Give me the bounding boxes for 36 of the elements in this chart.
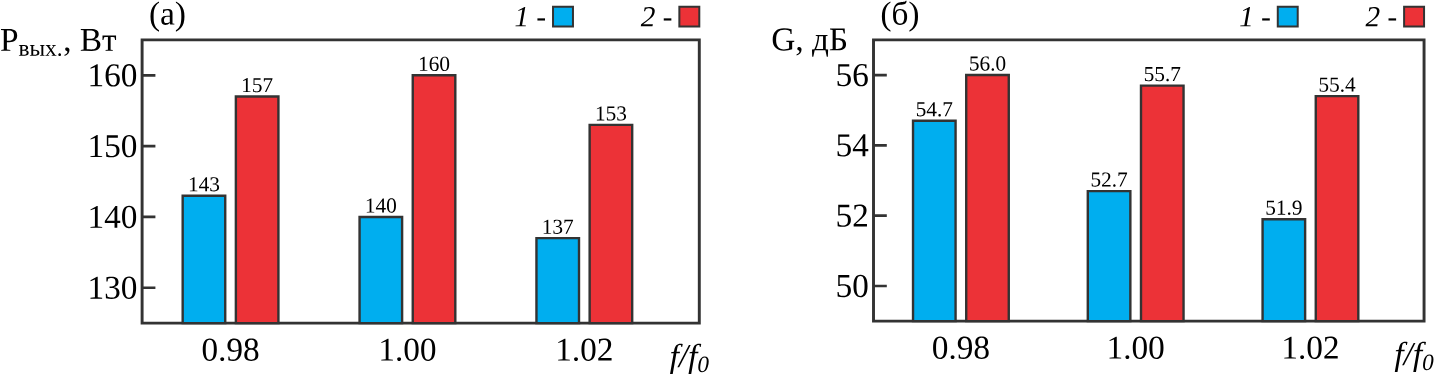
x-axis-title: f/f$_{0}$ <box>670 343 709 375</box>
legend-label: 1 - <box>1240 7 1270 27</box>
y-tick-label: 50 <box>837 274 868 298</box>
x-axis-title: f/f$_{0}$ <box>1394 341 1434 373</box>
data-label: 55.4 <box>1319 77 1356 92</box>
y-tick-label: 56 <box>837 63 868 87</box>
data-label: 157 <box>243 78 273 93</box>
data-label: 52.7 <box>1091 172 1128 187</box>
y-tick-label: 54 <box>837 134 869 157</box>
x-tick-label: 0.98 <box>202 338 259 362</box>
data-label: 153 <box>596 106 627 121</box>
data-label: 51.9 <box>1266 200 1302 215</box>
data-label: 54.7 <box>916 102 953 117</box>
legend-label: 2 - <box>1365 6 1397 27</box>
data-label: 137 <box>543 219 574 234</box>
x-tick-label: 1.00 <box>1109 336 1164 360</box>
legend-label: 1 - <box>515 7 546 27</box>
data-label: 55.7 <box>1144 67 1181 82</box>
legend-label: 2 - <box>640 6 672 27</box>
y-tick-label: 130 <box>90 276 137 299</box>
data-label: 143 <box>189 177 220 192</box>
data-label: 160 <box>419 56 450 72</box>
y-tick-label: 160 <box>90 64 137 87</box>
x-tick-label: 1.02 <box>558 338 612 362</box>
x-tick-label: 1.02 <box>1284 336 1338 360</box>
y-tick-label: 150 <box>90 134 137 158</box>
data-label: 140 <box>366 198 396 213</box>
x-tick-label: 1.00 <box>381 338 436 362</box>
x-tick-label: 0.98 <box>933 336 989 360</box>
y-axis-title: P$_{вых.}$, Вт <box>0 29 117 57</box>
y-axis-title: G, дБ <box>772 28 847 57</box>
y-tick-label: 140 <box>90 205 137 229</box>
y-tick-label: 52 <box>837 204 867 227</box>
chart-title: (б) <box>881 0 919 32</box>
chart-title: (a) <box>150 1 185 32</box>
data-label: 56.0 <box>970 56 1006 71</box>
